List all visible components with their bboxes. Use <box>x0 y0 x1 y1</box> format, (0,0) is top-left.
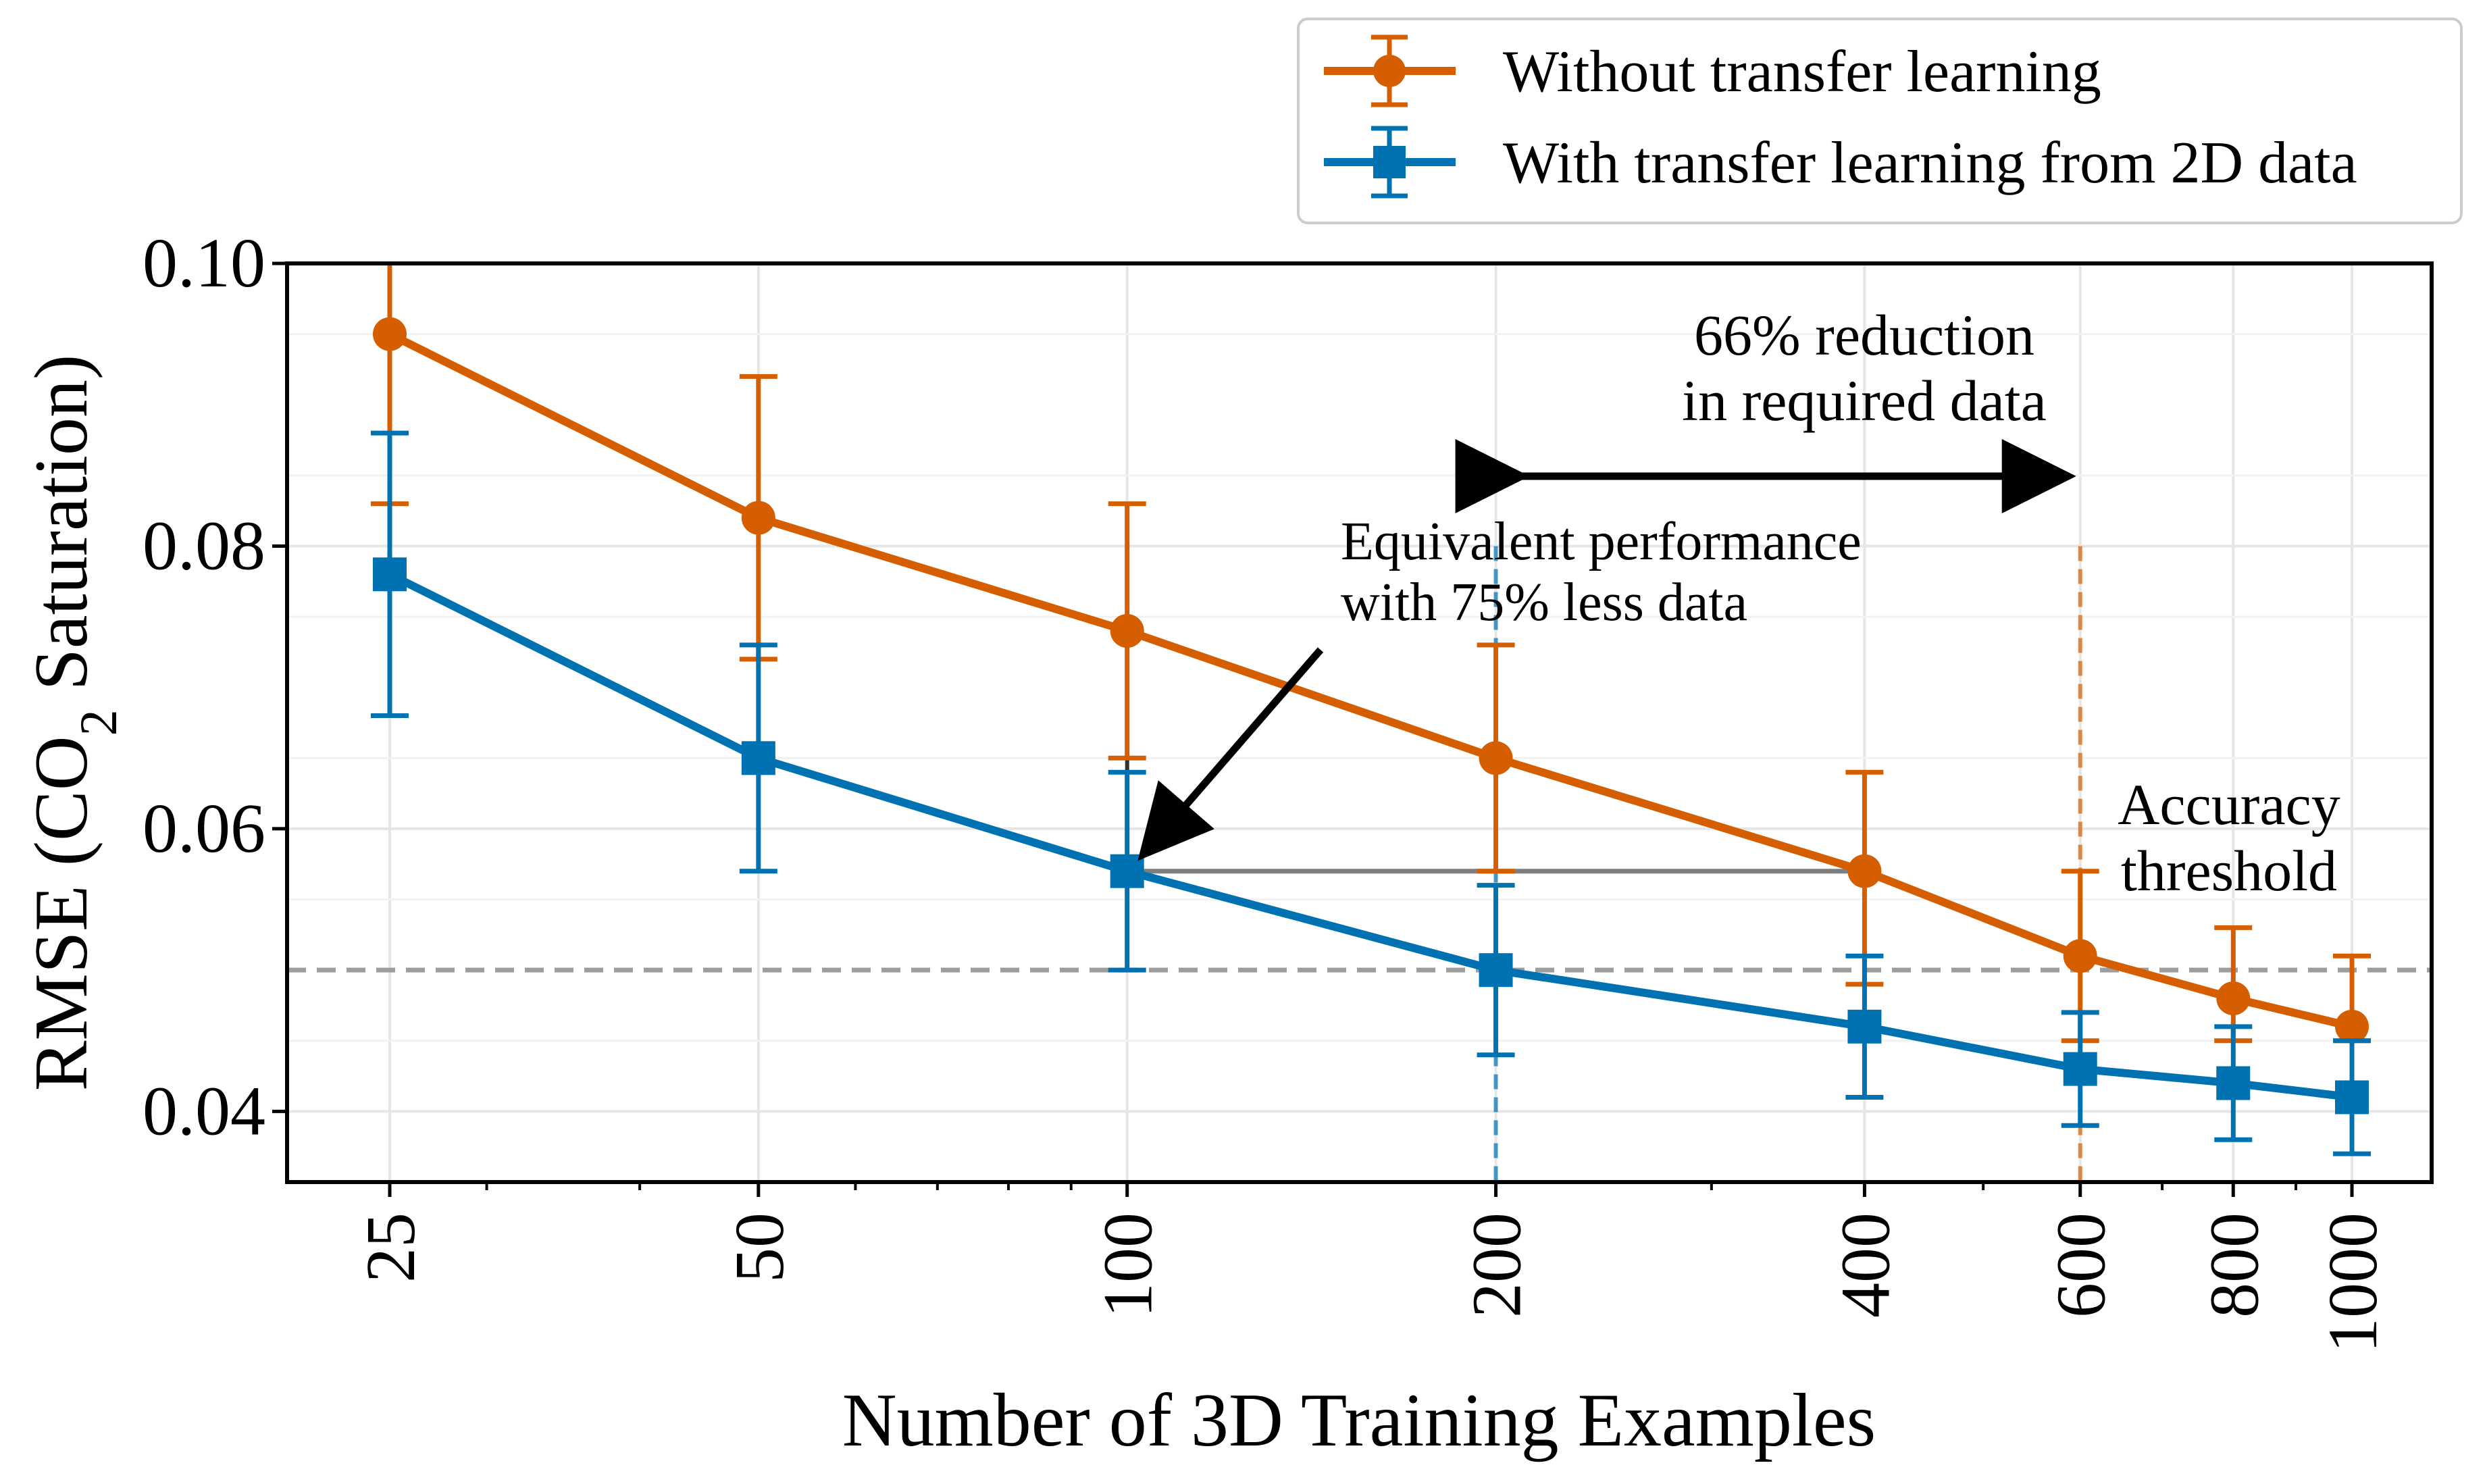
legend-entry-without-transfer: Without transfer learning <box>1324 34 2101 107</box>
reduction-label-line-1: 66% reduction <box>1694 303 2034 367</box>
data-point-square <box>373 557 407 592</box>
x-tick-label: 100 <box>1090 1212 1167 1318</box>
data-point-circle <box>2063 939 2097 973</box>
y-tick-label: 0.06 <box>143 790 265 867</box>
data-point-circle <box>2335 1009 2369 1044</box>
threshold-annotation: Accuracy threshold <box>2118 772 2340 903</box>
data-point-circle <box>373 317 407 351</box>
grid <box>287 262 2432 1182</box>
legend-label-without-transfer: Without transfer learning <box>1503 39 2101 105</box>
data-point-square <box>2216 1066 2251 1100</box>
series <box>371 263 2371 1156</box>
data-point-circle <box>1110 614 1144 648</box>
x-tick-label: 400 <box>1826 1212 1904 1318</box>
x-tick-label: 200 <box>1458 1212 1536 1318</box>
equivalent-arrow <box>1137 647 1324 861</box>
series-line <box>388 330 2353 1031</box>
data-point-square <box>1110 854 1144 888</box>
reference-lines <box>287 546 2432 1182</box>
equivalent-label-line-2: with 75% less data <box>1341 573 1747 632</box>
y-axis-title-suffix: Saturation) <box>20 355 103 710</box>
legend-marker-square <box>1373 146 1406 178</box>
x-axis-title: Number of 3D Training Examples <box>842 1379 1876 1462</box>
data-point-square <box>1479 953 1513 988</box>
legend-label-with-transfer: With transfer learning from 2D data <box>1503 130 2357 196</box>
data-point-square <box>1847 1009 1882 1044</box>
x-tick-label: 25 <box>352 1212 430 1283</box>
data-point-circle <box>741 501 775 535</box>
axis-ticks: 25 50 100 200 400 600 800 1000 0.04 0.06 0.08 0.10 <box>143 224 2392 1353</box>
data-point-circle <box>2216 981 2251 1015</box>
data-point-square <box>2063 1052 2097 1086</box>
legend-box <box>1297 18 2463 224</box>
y-tick-label: 0.04 <box>143 1072 265 1150</box>
y-axis-title-subscript: 2 <box>69 709 128 736</box>
y-tick-label: 0.10 <box>143 224 265 302</box>
data-point-square <box>2335 1080 2369 1115</box>
legend-entry-with-transfer: With transfer learning from 2D data <box>1324 126 2357 199</box>
x-tick-label: 800 <box>2195 1212 2273 1318</box>
y-tick-label: 0.08 <box>143 507 265 584</box>
data-point-circle <box>1847 854 1882 888</box>
reduction-annotation: 66% reduction in required data <box>1455 303 2076 513</box>
data-point-square <box>741 741 775 775</box>
y-axis-title: RMSE (CO2 Saturation) <box>20 355 128 1092</box>
threshold-label-line-1: Accuracy <box>2118 772 2340 837</box>
x-tick-label: 600 <box>2043 1212 2120 1318</box>
series-line <box>388 570 2353 1102</box>
data-point-circle <box>1479 741 1513 775</box>
plot-frame <box>285 261 2434 1184</box>
legend: Without transfer learning With transfer … <box>1297 18 2463 224</box>
equivalent-label-line-1: Equivalent performance <box>1341 512 1862 571</box>
y-axis-title-prefix: RMSE (CO <box>20 736 103 1091</box>
legend-marker-circle <box>1373 55 1406 87</box>
x-tick-label: 50 <box>721 1212 798 1283</box>
equivalent-annotation: Equivalent performance with 75% less dat… <box>1137 512 1862 861</box>
threshold-label-line-2: threshold <box>2121 838 2337 903</box>
x-tick-label: 1000 <box>2314 1212 2392 1353</box>
reduction-label-line-2: in required data <box>1682 368 2047 433</box>
